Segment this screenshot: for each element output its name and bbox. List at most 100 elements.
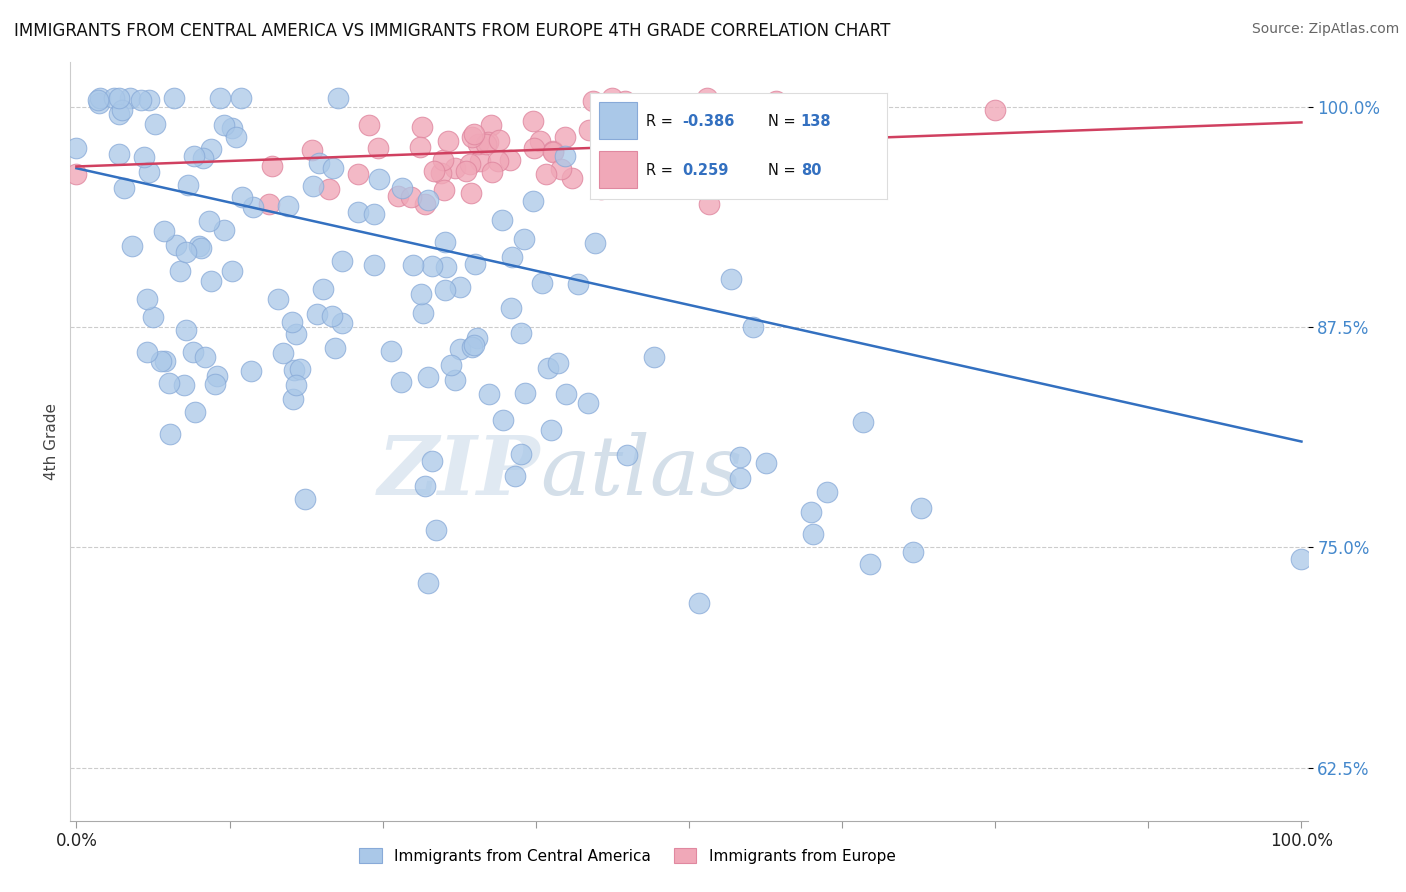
Point bbox=[479, 118, 502, 132]
Point bbox=[688, 597, 710, 611]
Point bbox=[330, 316, 353, 330]
Point bbox=[800, 505, 823, 519]
Point bbox=[134, 150, 156, 164]
Point bbox=[697, 196, 720, 211]
Point bbox=[477, 135, 499, 149]
Point bbox=[225, 130, 247, 145]
Point bbox=[543, 145, 565, 159]
Point bbox=[118, 91, 141, 105]
Point bbox=[607, 152, 630, 166]
Point bbox=[89, 96, 111, 111]
Point bbox=[621, 162, 644, 177]
Point bbox=[357, 118, 380, 132]
Text: Source: ZipAtlas.com: Source: ZipAtlas.com bbox=[1251, 22, 1399, 37]
Point bbox=[605, 173, 627, 187]
Point bbox=[193, 350, 215, 364]
Point bbox=[412, 306, 434, 320]
Point bbox=[401, 190, 423, 204]
Point bbox=[522, 114, 544, 128]
Point bbox=[444, 161, 467, 175]
Point bbox=[530, 276, 553, 290]
Text: IMMIGRANTS FROM CENTRAL AMERICA VS IMMIGRANTS FROM EUROPE 4TH GRADE CORRELATION : IMMIGRANTS FROM CENTRAL AMERICA VS IMMIG… bbox=[14, 22, 890, 40]
Point bbox=[141, 310, 163, 325]
Point bbox=[283, 363, 305, 377]
Text: ZIP: ZIP bbox=[378, 432, 540, 512]
Point bbox=[901, 545, 924, 559]
Point bbox=[347, 167, 370, 181]
Point bbox=[488, 133, 510, 147]
Point bbox=[204, 377, 226, 392]
Point bbox=[173, 377, 195, 392]
Point bbox=[188, 239, 211, 253]
Point bbox=[402, 258, 425, 272]
Point bbox=[433, 183, 456, 197]
Point bbox=[671, 126, 693, 140]
Point bbox=[111, 103, 134, 117]
Point bbox=[363, 207, 385, 221]
Point bbox=[308, 156, 330, 170]
Point bbox=[430, 165, 453, 179]
Point bbox=[433, 284, 456, 298]
Point bbox=[135, 344, 157, 359]
Point bbox=[169, 264, 191, 278]
Point bbox=[184, 405, 207, 419]
Point bbox=[523, 141, 546, 155]
Point bbox=[440, 358, 463, 372]
Point bbox=[174, 244, 197, 259]
Point bbox=[143, 117, 166, 131]
Point bbox=[174, 323, 197, 337]
Point bbox=[815, 485, 838, 500]
Point bbox=[416, 576, 439, 591]
Point bbox=[418, 193, 440, 207]
Point bbox=[242, 200, 264, 214]
Point bbox=[665, 136, 688, 150]
Point bbox=[425, 524, 447, 538]
Point bbox=[301, 144, 323, 158]
Point bbox=[554, 387, 576, 401]
Point bbox=[221, 121, 243, 136]
Point bbox=[498, 153, 520, 168]
Point bbox=[731, 110, 754, 124]
Point bbox=[284, 326, 307, 341]
Point bbox=[347, 205, 370, 219]
Point bbox=[135, 293, 157, 307]
Point bbox=[165, 238, 187, 252]
Point bbox=[138, 165, 160, 179]
Point bbox=[138, 93, 160, 107]
Point bbox=[600, 91, 623, 105]
Point bbox=[391, 181, 413, 195]
Point bbox=[87, 93, 110, 107]
Point bbox=[411, 287, 433, 301]
Point bbox=[529, 135, 551, 149]
Point bbox=[305, 307, 328, 321]
Point bbox=[129, 94, 152, 108]
Point bbox=[581, 94, 603, 108]
Point bbox=[409, 140, 432, 154]
Point bbox=[547, 356, 569, 370]
Point bbox=[510, 326, 533, 341]
Point bbox=[423, 164, 446, 178]
Point bbox=[277, 199, 299, 213]
Point bbox=[576, 396, 599, 410]
Point bbox=[491, 213, 513, 227]
Point bbox=[380, 344, 402, 359]
Point bbox=[312, 282, 335, 296]
Point bbox=[513, 232, 536, 246]
Point bbox=[598, 175, 620, 189]
Point bbox=[389, 375, 412, 389]
Point bbox=[322, 161, 344, 176]
Point bbox=[984, 103, 1007, 118]
Point bbox=[89, 91, 111, 105]
Point bbox=[411, 120, 433, 134]
Point bbox=[541, 144, 564, 158]
Point bbox=[415, 196, 437, 211]
Point bbox=[643, 351, 665, 365]
Point bbox=[444, 372, 467, 386]
Point bbox=[583, 236, 606, 251]
Point bbox=[614, 94, 637, 108]
Point bbox=[852, 415, 875, 429]
Point bbox=[461, 341, 484, 355]
Point bbox=[481, 164, 503, 178]
Point bbox=[159, 427, 181, 442]
Point bbox=[367, 172, 389, 186]
